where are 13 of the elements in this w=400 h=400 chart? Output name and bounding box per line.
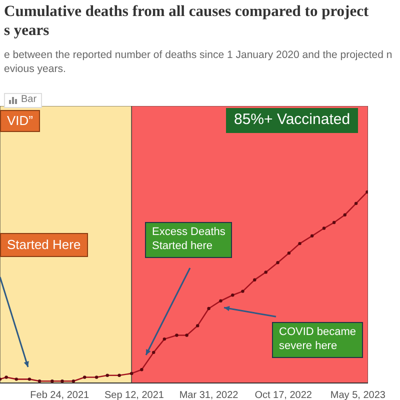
chart-title: Cumulative deaths from all causes compared to project s years (4, 2, 369, 40)
x-tick-label: Oct 17, 2022 (254, 390, 312, 400)
text: VID” (7, 113, 33, 128)
x-tick-label: Mar 31, 2022 (179, 390, 239, 400)
chart-subtitle: e between the reported number of deaths since 1 January 2020 and the projected n evious years. (4, 48, 392, 76)
x-tick-label: Sep 12, 2021 (104, 390, 164, 400)
annotation: Started Here (7, 237, 81, 252)
x-tick-label: Feb 24, 2021 (30, 390, 90, 400)
annotation: Excess Deaths Started here (152, 226, 226, 252)
x-tick-label: May 5, 2023 (330, 390, 386, 400)
text: 85%+ Vaccinated (234, 111, 350, 128)
annotation: COVID became severe here (279, 326, 356, 352)
text: Bar (21, 94, 37, 106)
